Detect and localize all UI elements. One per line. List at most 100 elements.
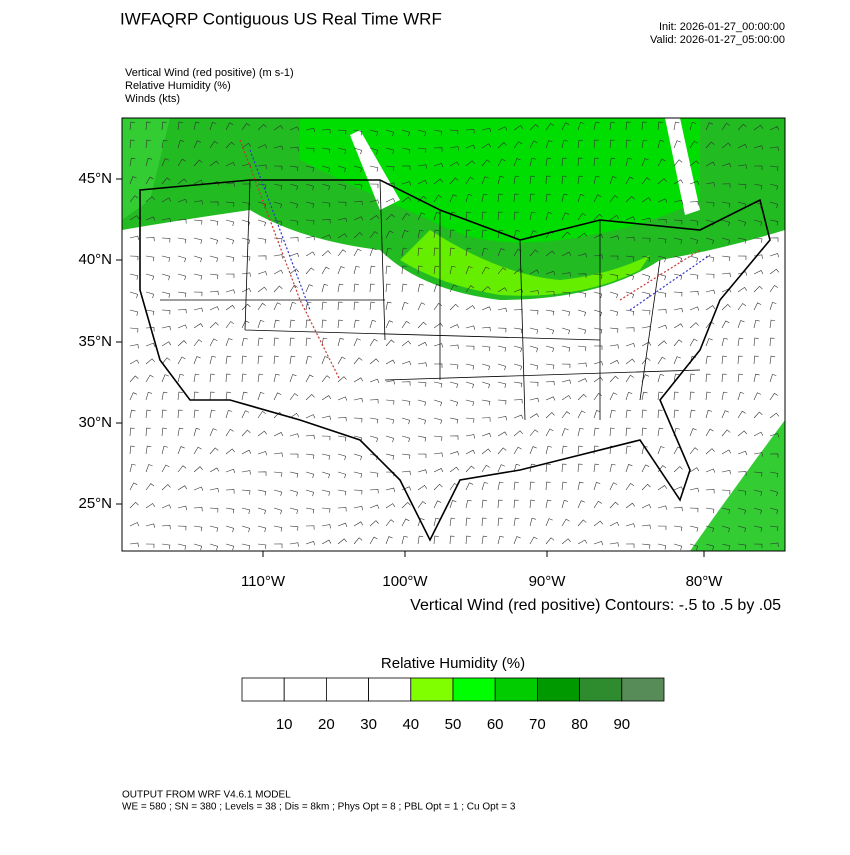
wind-barb xyxy=(545,193,551,203)
wind-barb xyxy=(241,355,247,365)
wind-barb xyxy=(481,381,491,389)
wind-barb xyxy=(161,177,171,185)
wind-barb xyxy=(513,430,523,437)
wind-barb xyxy=(529,499,535,509)
wind-barb xyxy=(161,427,167,437)
wind-barb xyxy=(625,543,635,548)
wind-barb xyxy=(145,445,152,455)
wind-barb xyxy=(161,158,169,167)
wind-barb xyxy=(193,159,203,167)
wind-barb xyxy=(385,435,395,443)
wind-barb xyxy=(305,434,315,440)
wind-barb xyxy=(209,525,219,532)
wind-barb xyxy=(529,463,536,473)
wind-barb xyxy=(545,445,552,455)
wind-barb xyxy=(209,219,219,226)
wind-barb xyxy=(737,373,743,383)
wind-barb xyxy=(257,430,268,437)
wind-barb xyxy=(241,272,251,277)
wind-barb xyxy=(353,319,360,329)
wind-barb xyxy=(545,537,555,545)
wind-barb xyxy=(625,343,636,348)
wind-barb xyxy=(353,183,363,190)
wind-barb xyxy=(449,247,455,257)
wind-barb xyxy=(609,309,619,316)
wind-barb xyxy=(337,416,347,422)
wind-barb xyxy=(641,237,651,243)
wind-barb xyxy=(321,337,328,347)
wind-barb xyxy=(177,373,184,383)
wind-barb xyxy=(657,139,665,149)
wind-barb xyxy=(369,231,379,239)
wind-barb xyxy=(161,291,171,298)
wind-barb xyxy=(705,468,716,473)
wind-barb xyxy=(385,230,394,239)
wind-barb xyxy=(433,517,440,527)
wind-barb xyxy=(593,481,601,491)
wind-barb xyxy=(561,251,572,257)
wind-barb xyxy=(481,127,491,133)
wind-barb xyxy=(129,309,139,316)
wind-barb xyxy=(753,392,762,401)
wind-barb xyxy=(625,464,633,473)
wind-barb xyxy=(321,524,331,529)
wind-barb xyxy=(289,433,300,438)
wind-barb xyxy=(273,165,283,171)
wind-barb xyxy=(481,399,491,406)
wind-barb xyxy=(129,463,136,473)
wind-barb xyxy=(145,309,155,316)
wind-barb xyxy=(353,165,363,173)
wind-barb xyxy=(129,291,139,299)
wind-barb xyxy=(577,291,587,298)
wind-barb xyxy=(257,489,267,496)
wind-barb xyxy=(561,122,570,131)
colorbar-label: 70 xyxy=(529,716,546,733)
wind-barb xyxy=(129,501,139,509)
wind-barb xyxy=(753,237,763,243)
colorbar-box xyxy=(283,677,327,702)
wind-barb xyxy=(417,469,428,474)
wind-barb xyxy=(417,321,427,329)
wind-barb xyxy=(593,500,602,509)
wind-barb xyxy=(657,158,666,167)
wind-barb xyxy=(177,391,183,401)
wind-barb xyxy=(305,284,313,293)
wind-barb xyxy=(481,247,488,257)
wind-barb xyxy=(545,123,555,131)
wind-barb xyxy=(401,129,411,137)
wind-barb xyxy=(577,273,587,278)
wind-barb xyxy=(337,522,348,528)
wind-barb xyxy=(417,283,424,293)
wind-barb xyxy=(529,327,539,334)
wind-barb xyxy=(481,417,491,422)
wind-barb xyxy=(753,337,759,347)
wind-barb xyxy=(417,302,426,311)
wind-barb xyxy=(465,266,473,275)
wind-barb xyxy=(673,339,683,347)
wind-barb xyxy=(401,212,411,221)
wind-barb xyxy=(161,409,167,419)
wind-barb xyxy=(321,356,329,365)
wind-barb xyxy=(289,126,300,131)
wind-barb xyxy=(129,392,138,401)
wind-barb xyxy=(689,255,699,263)
wind-barb xyxy=(545,412,555,419)
wind-barb xyxy=(609,409,616,419)
state-lines xyxy=(160,179,701,421)
wind-barb xyxy=(721,201,731,208)
valid-time: Valid: 2026-01-27_05:00:00 xyxy=(650,34,785,46)
wind-barb xyxy=(353,338,361,347)
wind-barb xyxy=(417,435,427,442)
wind-barb xyxy=(529,536,538,545)
wind-barb xyxy=(129,359,140,365)
wind-barb xyxy=(353,453,363,461)
wind-barb xyxy=(145,523,156,528)
wind-barb xyxy=(497,248,505,257)
wind-barb xyxy=(753,373,760,383)
wind-barb xyxy=(257,355,263,365)
wind-barb xyxy=(561,157,567,167)
wind-barb xyxy=(209,338,218,347)
wind-barb xyxy=(721,219,731,227)
wind-barb xyxy=(577,463,583,473)
wind-barb xyxy=(449,466,460,473)
